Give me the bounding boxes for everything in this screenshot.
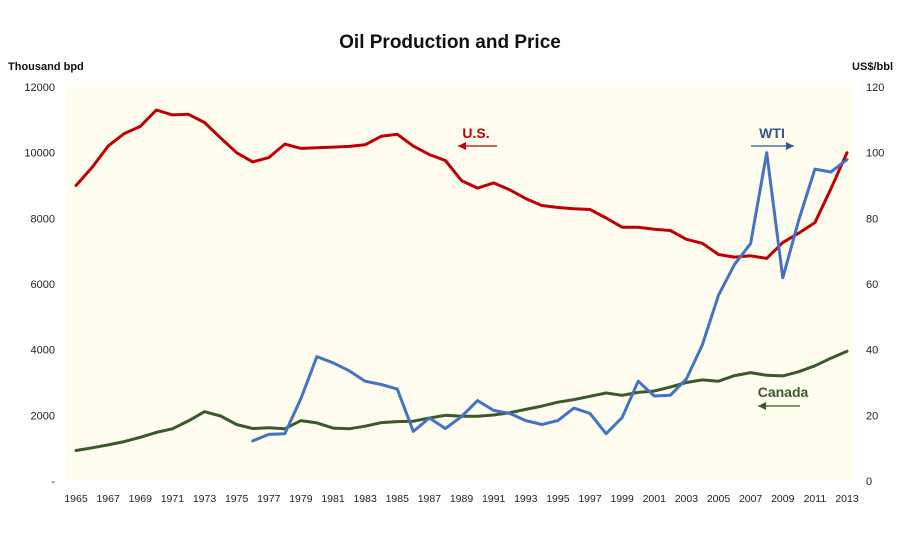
x-tick-label: 1965 (64, 493, 88, 505)
x-tick-label: 1987 (418, 493, 442, 505)
chart-title: Oil Production and Price (339, 32, 561, 53)
left-tick-label: 8000 (31, 213, 55, 225)
annotation-arrowhead-u-s (458, 142, 466, 150)
x-tick-label: 1969 (129, 493, 153, 505)
left-tick-label: 2000 (31, 410, 55, 422)
x-tick-label: 1997 (578, 493, 602, 505)
x-tick-label: 1995 (546, 493, 570, 505)
series-line-u-s (74, 108, 849, 260)
x-tick-label: 1985 (386, 493, 410, 505)
x-tick-label: 2003 (675, 493, 699, 505)
x-tick-label: 1981 (321, 493, 345, 505)
x-tick-label: 1991 (482, 493, 506, 505)
left-tick-label: 4000 (31, 345, 55, 357)
left-tick-label: 6000 (31, 279, 55, 291)
x-tick-label: 1975 (225, 493, 249, 505)
series-lines (74, 108, 849, 452)
x-tick-label: 1967 (96, 493, 120, 505)
right-axis-label: US$/bbl (852, 61, 893, 73)
x-tick-label: 2013 (835, 493, 859, 505)
right-tick-label: 0 (866, 476, 872, 488)
right-tick-label: 60 (866, 279, 878, 291)
x-tick-label: 1977 (257, 493, 281, 505)
x-tick-label: 2009 (771, 493, 795, 505)
x-tick-label: 2005 (707, 493, 731, 505)
right-tick-label: 100 (866, 148, 884, 160)
x-tick-label: 2007 (739, 493, 763, 505)
x-tick-label: 1999 (610, 493, 634, 505)
x-tick-label: 2011 (804, 493, 827, 505)
x-tick-label: 1979 (289, 493, 313, 505)
x-tick-label: 1973 (193, 493, 217, 505)
annotation-arrowhead-wti (786, 142, 794, 150)
x-tick-label: 1993 (514, 493, 538, 505)
right-tick-label: 120 (866, 82, 884, 94)
right-axis-ticks: 0 20 40 60 80 100 120 (866, 82, 884, 488)
left-tick-label: 12000 (24, 82, 55, 94)
left-tick-label: 10000 (24, 148, 55, 160)
x-tick-label: 1971 (161, 493, 185, 505)
right-tick-label: 80 (866, 213, 878, 225)
annotation-label-u-s: U.S. (462, 125, 489, 141)
x-tick-label: 1989 (450, 493, 474, 505)
annotation-label-wti: WTI (759, 125, 785, 141)
series-line-wti (251, 151, 849, 443)
x-axis-ticks: 1965 1967 1969 1971 1973 1975 1977 1979 1981 1983… (64, 493, 859, 505)
x-tick-label: 1983 (353, 493, 377, 505)
left-tick-label: - (51, 476, 55, 488)
left-axis-ticks: - 2000 4000 6000 8000 10000 12000 (24, 82, 55, 488)
x-tick-label: 2001 (643, 493, 667, 505)
left-axis-label: Thousand bpd (8, 61, 84, 73)
right-tick-label: 20 (866, 410, 878, 422)
annotation-arrowhead-canada (758, 402, 766, 410)
right-tick-label: 40 (866, 345, 878, 357)
annotation-label-canada: Canada (758, 384, 809, 400)
series-annotations: U.S. WTI Canada (458, 125, 808, 410)
